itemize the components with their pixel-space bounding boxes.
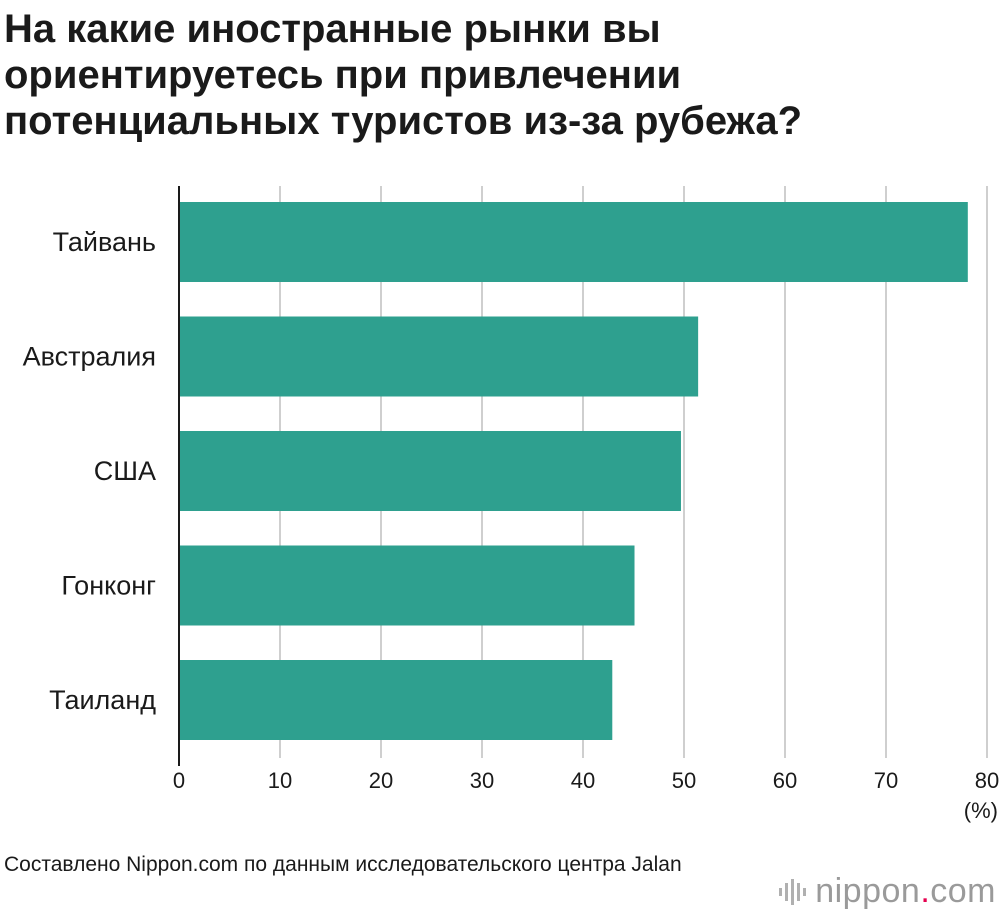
bars	[179, 202, 968, 740]
category-label: Тайвань	[53, 227, 156, 257]
tick-label: 40	[571, 768, 595, 793]
tick-label: 70	[874, 768, 898, 793]
brand-mark-icon	[779, 878, 807, 905]
bar	[179, 202, 968, 282]
tick-label: 20	[369, 768, 393, 793]
brand-wordmark: nippon.com	[815, 872, 996, 911]
bar	[179, 545, 635, 626]
tick-label: 60	[773, 768, 797, 793]
brand-dot: .	[920, 872, 931, 910]
brand-suffix: com	[930, 872, 996, 910]
bar	[179, 316, 699, 397]
tick-label: 50	[672, 768, 696, 793]
category-label: Таиланд	[49, 685, 156, 715]
tick-labels: 0 10 20 30 40 50 60 70 80	[173, 768, 999, 793]
tick-label: 10	[268, 768, 292, 793]
brand-logo: nippon.com	[777, 872, 996, 911]
tick-label: 30	[470, 768, 494, 793]
category-labels: Тайвань Австралия США Гонконг Таиланд	[23, 227, 157, 715]
tick-label: 0	[173, 768, 185, 793]
brand-name: nippon	[815, 872, 921, 910]
category-label: США	[94, 456, 156, 486]
source-note: Составлено Nippon.com по данным исследов…	[4, 853, 682, 876]
tick-label: 80	[975, 768, 999, 793]
chart-title: На какие иностранные рынки вы ориентируе…	[4, 7, 803, 143]
category-label: Австралия	[23, 342, 156, 372]
unit-label: (%)	[963, 798, 998, 823]
bar	[179, 431, 681, 511]
bar	[179, 660, 613, 740]
category-label: Гонконг	[61, 571, 156, 601]
